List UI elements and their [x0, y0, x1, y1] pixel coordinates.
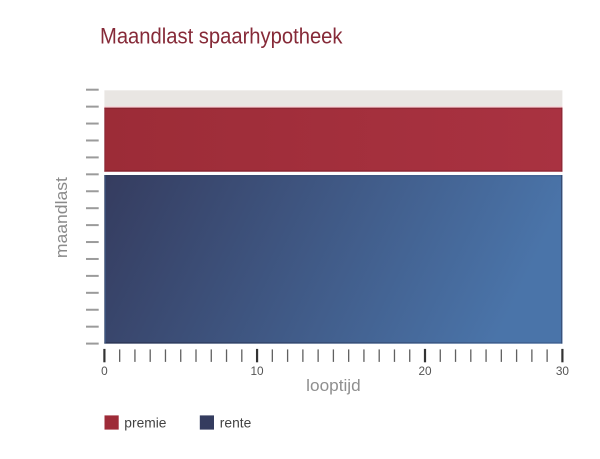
svg-text:premie: premie [124, 416, 166, 431]
svg-text:0: 0 [101, 364, 108, 378]
svg-text:30: 30 [556, 364, 570, 378]
svg-text:Maandlast spaarhypotheek: Maandlast spaarhypotheek [100, 24, 343, 49]
svg-text:20: 20 [418, 364, 432, 378]
svg-text:maandlast: maandlast [53, 177, 71, 258]
svg-text:rente: rente [220, 416, 252, 431]
svg-text:looptijd: looptijd [306, 377, 361, 395]
svg-text:10: 10 [251, 364, 265, 378]
